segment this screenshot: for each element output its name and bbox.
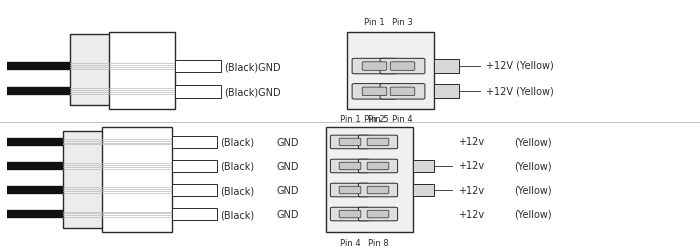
Text: (Black)GND: (Black)GND xyxy=(224,62,281,72)
Text: +12v: +12v xyxy=(458,137,484,147)
Bar xyxy=(326,127,413,232)
Text: Pin 8: Pin 8 xyxy=(368,238,388,247)
Bar xyxy=(70,35,116,106)
Text: (Yellow): (Yellow) xyxy=(514,161,552,171)
Text: +12v: +12v xyxy=(458,185,484,195)
Bar xyxy=(172,137,217,148)
FancyBboxPatch shape xyxy=(340,139,360,146)
FancyBboxPatch shape xyxy=(358,183,398,197)
Text: (Black): (Black) xyxy=(220,185,255,195)
Text: (Black): (Black) xyxy=(220,161,255,171)
FancyBboxPatch shape xyxy=(340,163,360,170)
FancyBboxPatch shape xyxy=(362,88,387,96)
Text: Pin 1: Pin 1 xyxy=(364,17,385,26)
Bar xyxy=(172,184,217,196)
FancyBboxPatch shape xyxy=(358,136,398,149)
FancyBboxPatch shape xyxy=(368,163,388,170)
Bar xyxy=(413,184,434,197)
FancyBboxPatch shape xyxy=(368,139,388,146)
Text: Pin 4: Pin 4 xyxy=(340,238,360,247)
Text: Pin 4: Pin 4 xyxy=(392,115,413,124)
Text: (Yellow): (Yellow) xyxy=(514,137,552,147)
FancyBboxPatch shape xyxy=(358,160,398,173)
FancyBboxPatch shape xyxy=(352,84,397,100)
Text: (Black): (Black) xyxy=(220,209,255,219)
Text: GND: GND xyxy=(276,209,299,219)
Text: GND: GND xyxy=(276,161,299,171)
Text: +12V (Yellow): +12V (Yellow) xyxy=(486,60,554,71)
FancyBboxPatch shape xyxy=(358,207,398,221)
Bar xyxy=(346,33,434,110)
Bar xyxy=(434,60,458,74)
FancyBboxPatch shape xyxy=(330,136,370,149)
Text: (Black): (Black) xyxy=(220,137,255,147)
Text: +12V (Yellow): +12V (Yellow) xyxy=(486,86,554,96)
FancyBboxPatch shape xyxy=(368,186,388,194)
Bar xyxy=(172,209,217,220)
Bar xyxy=(434,85,458,99)
FancyBboxPatch shape xyxy=(362,62,387,71)
Text: GND: GND xyxy=(276,185,299,195)
FancyBboxPatch shape xyxy=(390,62,415,71)
FancyBboxPatch shape xyxy=(330,160,370,173)
FancyBboxPatch shape xyxy=(352,59,397,75)
Text: GND: GND xyxy=(276,137,299,147)
FancyBboxPatch shape xyxy=(330,207,370,221)
Bar xyxy=(63,131,108,228)
Text: (Black)GND: (Black)GND xyxy=(224,87,281,97)
FancyBboxPatch shape xyxy=(368,210,388,218)
Text: (Yellow): (Yellow) xyxy=(514,185,552,195)
Bar xyxy=(175,86,220,98)
Text: +12v: +12v xyxy=(458,209,484,219)
Bar xyxy=(413,160,434,173)
Text: +12v: +12v xyxy=(458,161,484,171)
Bar xyxy=(102,127,172,232)
Text: Pin 5: Pin 5 xyxy=(368,114,388,123)
Bar xyxy=(108,33,175,110)
Bar xyxy=(175,60,220,73)
FancyBboxPatch shape xyxy=(390,88,415,96)
FancyBboxPatch shape xyxy=(380,84,425,100)
Text: Pin 2: Pin 2 xyxy=(364,115,385,124)
FancyBboxPatch shape xyxy=(340,210,360,218)
FancyBboxPatch shape xyxy=(380,59,425,75)
Text: Pin 1: Pin 1 xyxy=(340,114,360,123)
FancyBboxPatch shape xyxy=(330,183,370,197)
FancyBboxPatch shape xyxy=(340,186,360,194)
Bar xyxy=(172,161,217,172)
Text: Pin 3: Pin 3 xyxy=(392,17,413,26)
Text: (Yellow): (Yellow) xyxy=(514,209,552,219)
